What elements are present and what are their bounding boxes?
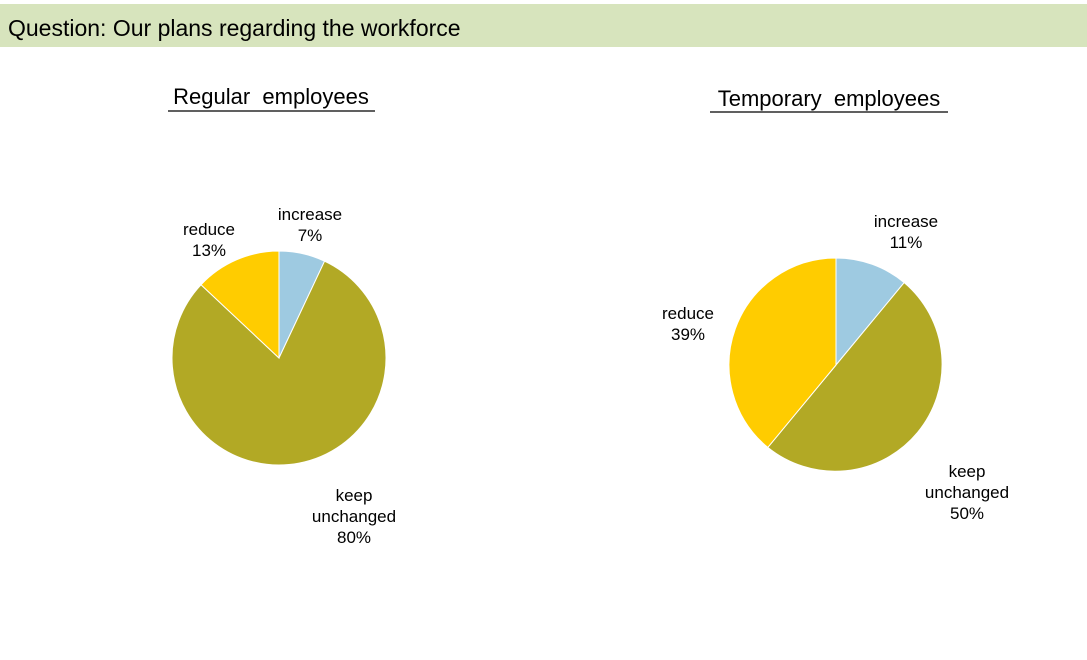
slice-label-temporary-reduce: reduce 39%: [662, 304, 714, 344]
chart-title-regular: Regular employees: [173, 84, 369, 109]
pie-slice-regular-reduce: [200, 250, 280, 360]
chart-title-temporary: Temporary employees: [718, 86, 941, 111]
slice-label-temporary-increase: increase 11%: [874, 212, 938, 252]
slice-label-regular-reduce: reduce 13%: [183, 220, 235, 260]
question-text: Question: Our plans regarding the workfo…: [8, 15, 461, 41]
pie-slice-regular-keep-unchanged: [171, 260, 387, 466]
question-bar: Question: Our plans regarding the workfo…: [0, 4, 1087, 47]
slice-label-temporary-keep-unchanged: keep unchanged 50%: [925, 462, 1009, 523]
slice-label-regular-keep-unchanged: keep unchanged 80%: [312, 486, 396, 547]
pie-slice-temporary-keep-unchanged: [767, 281, 943, 472]
slice-label-regular-increase: increase 7%: [278, 205, 342, 245]
pie-slice-temporary-increase: [835, 257, 905, 367]
pie-slice-temporary-reduce: [728, 257, 837, 449]
